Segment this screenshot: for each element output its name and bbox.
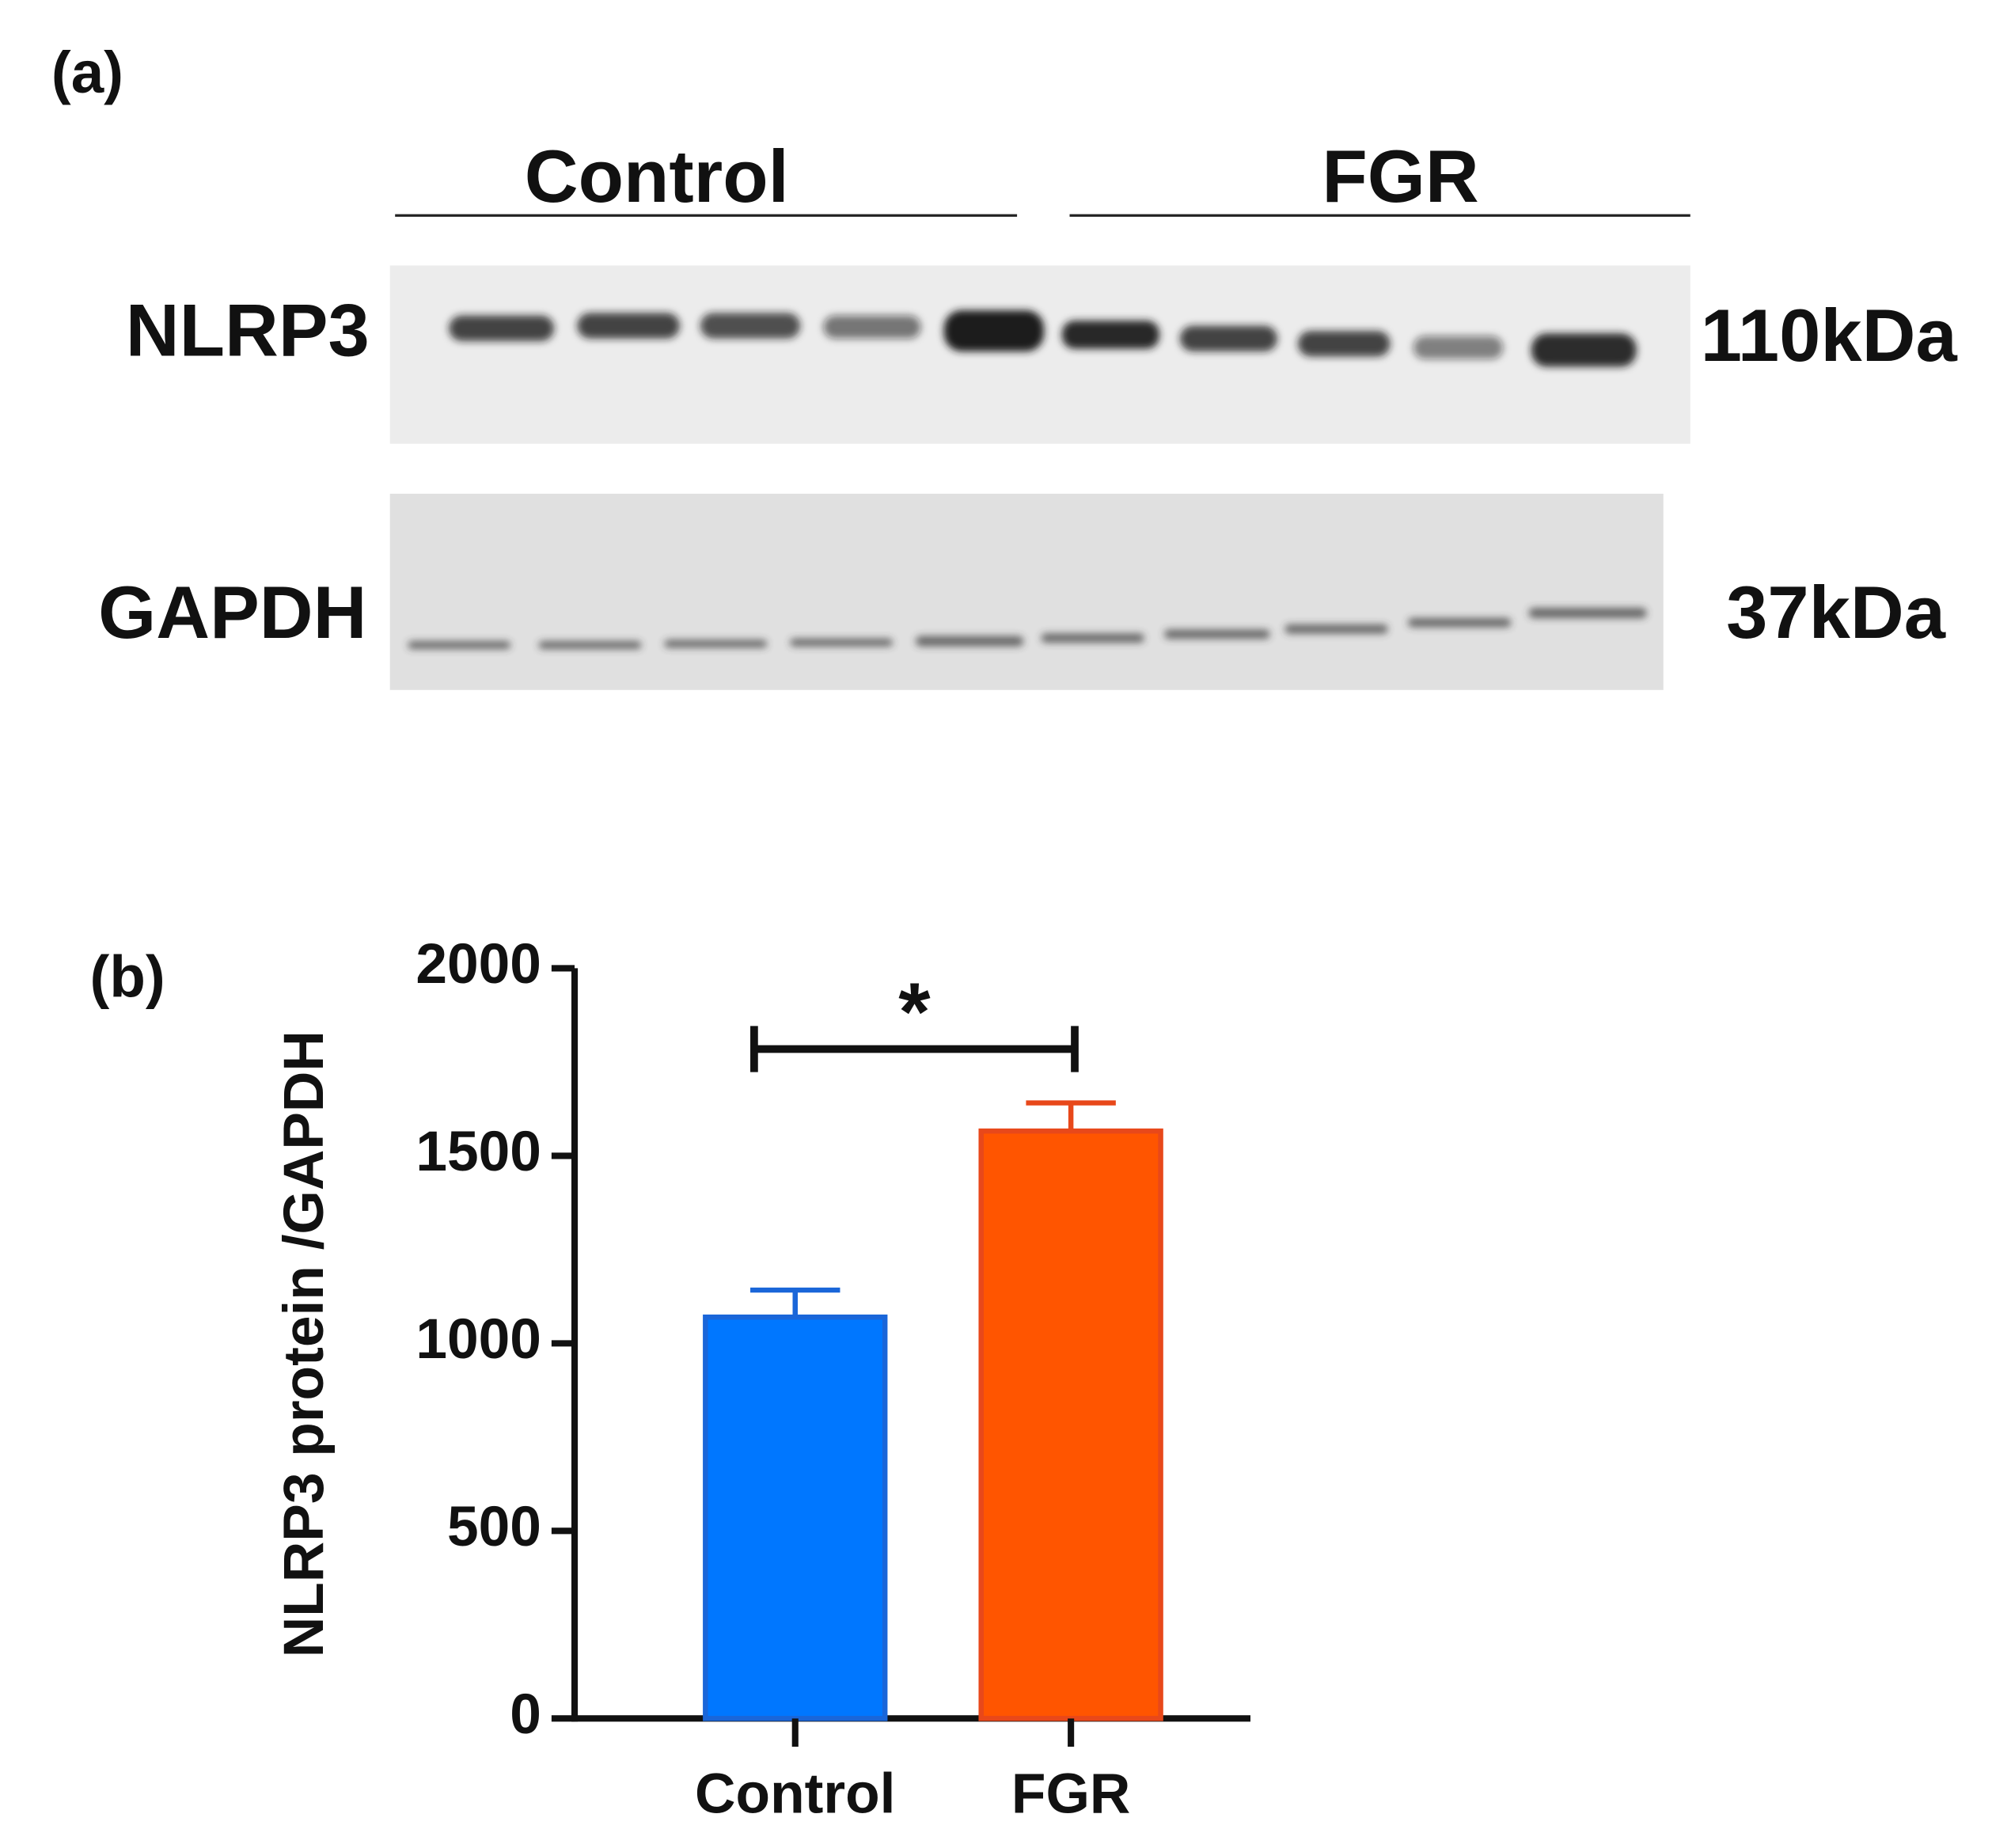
group-label: FGR (1322, 135, 1478, 218)
blot-nlrp3 (389, 265, 1690, 444)
size-label: 37kDa (1726, 571, 1946, 654)
y-tick-label: 2000 (415, 932, 541, 996)
bar (978, 1128, 1163, 1721)
x-tick-label: Control (695, 1763, 895, 1826)
blot-gapdh (389, 493, 1664, 690)
y-tick-label: 0 (510, 1683, 541, 1746)
y-tick-label: 1500 (415, 1120, 541, 1183)
y-tick-label: 1000 (415, 1307, 541, 1371)
bar (703, 1314, 888, 1721)
size-label: 110kDa (1701, 294, 1958, 377)
x-tick-label: FGR (1011, 1763, 1130, 1826)
panel-label: (b) (90, 943, 165, 1009)
protein-label: NLRP3 (126, 288, 370, 371)
y-axis-label: NLRP3 protein /GAPDH (272, 1030, 336, 1657)
group-label: Control (525, 135, 789, 218)
y-tick-label: 500 (447, 1495, 541, 1558)
protein-label: GAPDH (98, 571, 366, 654)
significance-label: * (898, 966, 931, 1057)
panel-label: (a) (51, 40, 123, 105)
